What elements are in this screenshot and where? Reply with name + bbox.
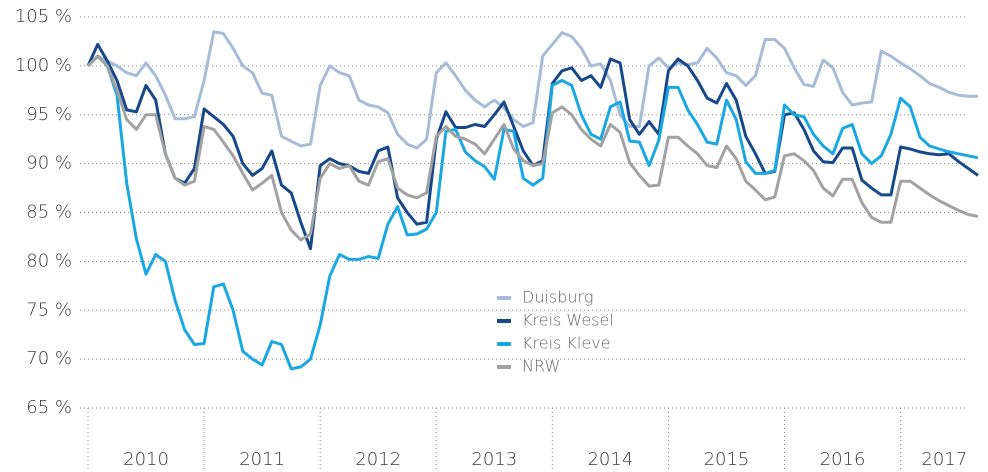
series-line <box>86 54 979 242</box>
x-tick-label: 2014 <box>587 449 633 470</box>
y-tick-label: 85 % <box>26 202 72 223</box>
legend-label: Kreis Kleve <box>522 334 611 353</box>
y-tick-label: 95 % <box>26 104 72 125</box>
series-line <box>86 42 979 251</box>
y-tick-label: 80 % <box>26 250 72 271</box>
y-tick-label: 105 % <box>15 6 72 27</box>
legend-label: Kreis Wesel <box>522 311 614 330</box>
x-tick-label: 2011 <box>239 449 285 470</box>
x-tick-label: 2017 <box>921 449 967 470</box>
y-tick-label: 90 % <box>26 153 72 174</box>
legend-label: Duisburg <box>522 288 593 307</box>
series-line <box>86 30 978 150</box>
y-tick-label: 100 % <box>15 55 72 76</box>
y-tick-label: 65 % <box>26 397 72 418</box>
x-tick-label: 2012 <box>355 449 401 470</box>
y-tick-label: 70 % <box>26 348 72 369</box>
x-tick-label: 2010 <box>123 449 169 470</box>
legend-label: NRW <box>522 357 560 376</box>
x-tick-label: 2016 <box>820 449 866 470</box>
x-tick-label: 2015 <box>704 449 750 470</box>
x-tick-label: 2013 <box>471 449 517 470</box>
series-line <box>86 54 979 371</box>
y-tick-label: 75 % <box>26 299 72 320</box>
